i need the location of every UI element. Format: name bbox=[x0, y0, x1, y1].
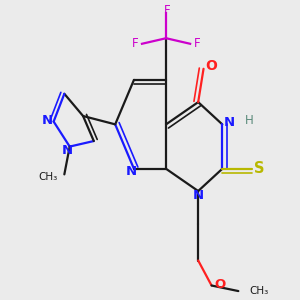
Text: N: N bbox=[61, 144, 73, 157]
Text: F: F bbox=[132, 37, 139, 50]
Text: O: O bbox=[206, 59, 218, 73]
Text: CH₃: CH₃ bbox=[38, 172, 58, 182]
Text: N: N bbox=[224, 116, 235, 130]
Text: N: N bbox=[41, 114, 52, 127]
Text: S: S bbox=[254, 161, 265, 176]
Text: CH₃: CH₃ bbox=[249, 286, 268, 296]
Text: N: N bbox=[193, 189, 204, 202]
Text: F: F bbox=[194, 37, 200, 50]
Text: F: F bbox=[164, 4, 171, 17]
Text: O: O bbox=[214, 278, 225, 291]
Text: H: H bbox=[245, 114, 254, 127]
Text: N: N bbox=[126, 165, 137, 178]
